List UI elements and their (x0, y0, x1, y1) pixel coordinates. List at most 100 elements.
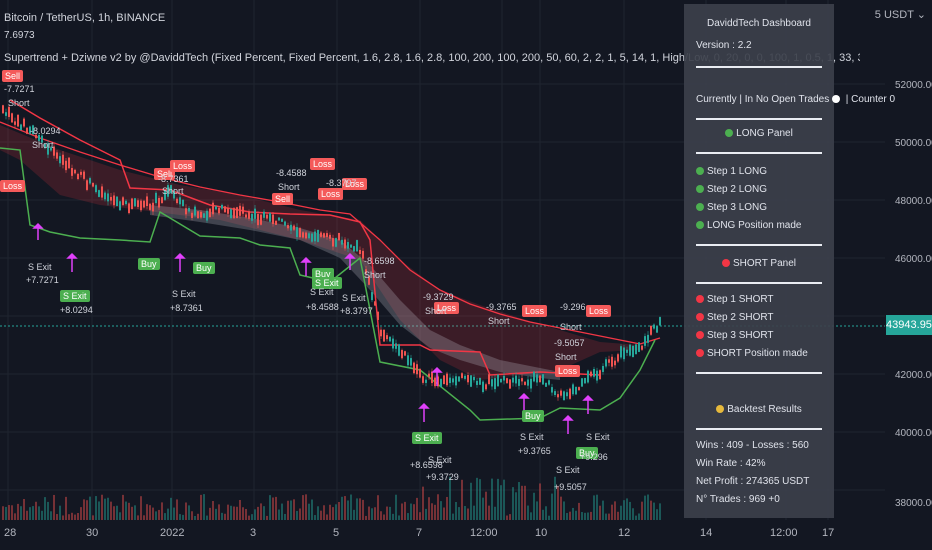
volume-bar (605, 513, 607, 520)
loss-signal[interactable]: Loss (170, 160, 196, 172)
volume-bar (248, 515, 250, 520)
indicator-legend[interactable]: Supertrend + Dziwne v2 by @DaviddTech (F… (4, 52, 860, 64)
current-price-label: 43943.95 (886, 315, 932, 335)
exit-signal[interactable]: S Exit (60, 290, 90, 302)
green-dot-icon (725, 129, 734, 137)
candle-body (407, 355, 409, 366)
candle-body (284, 221, 286, 226)
buy-signal[interactable]: Buy (576, 447, 598, 459)
symbol-title[interactable]: Bitcoin / TetherUS, 1h, BINANCE (4, 12, 166, 24)
candle-body (524, 381, 526, 385)
volume-bar (146, 504, 148, 520)
candle-body (185, 208, 187, 215)
candle-body (287, 225, 289, 229)
trade-count: N° Trades : 969 +0 (696, 494, 780, 505)
volume-bar (488, 505, 490, 520)
loss-signal[interactable]: Loss (310, 158, 336, 170)
candle-body (557, 394, 559, 398)
candle-body (428, 373, 430, 377)
loss-signal[interactable]: Loss (522, 305, 548, 317)
loss-signal[interactable]: Loss (318, 188, 344, 200)
candle-body (116, 196, 118, 207)
trade-value: -8.0294 (30, 126, 61, 136)
candle-body (152, 202, 154, 212)
volume-bar (26, 510, 28, 520)
exit-signal[interactable]: S Exit (312, 277, 342, 289)
price-tick: 48000.00 (895, 196, 932, 207)
candle-body (533, 371, 535, 382)
candle-body (11, 113, 13, 123)
candle-body (146, 196, 148, 207)
supertrend-up (0, 147, 656, 421)
candle-body (5, 112, 7, 116)
candle-body (545, 382, 547, 387)
candle-body (317, 229, 319, 242)
candle-body (509, 379, 511, 389)
divider (696, 66, 822, 68)
chevron-down-icon[interactable]: ⌄ (916, 9, 926, 21)
loss-signal[interactable]: Loss (586, 305, 612, 317)
candle-body (302, 232, 304, 238)
short-label: Short (488, 316, 510, 326)
volume-bar (2, 506, 4, 520)
candle-body (653, 324, 655, 329)
volume-bar (614, 501, 616, 520)
volume-bar (659, 503, 661, 520)
sell-signal[interactable]: Sell (2, 70, 24, 82)
price-tick: 52000.00 (895, 80, 932, 91)
volume-bar (557, 485, 559, 520)
current-status-label: Currently | In No Open Trades (696, 94, 830, 105)
candle-body (200, 211, 202, 218)
candle-body (365, 269, 367, 274)
volume-bar (254, 509, 256, 520)
wins-losses: Wins : 409 - Losses : 560 (696, 440, 809, 451)
price-tick: 38000.00 (895, 498, 932, 509)
loss-signal[interactable]: Loss (0, 180, 26, 192)
volume-bar (98, 501, 100, 520)
candle-body (503, 375, 505, 381)
sell-signal[interactable]: Sell (154, 168, 176, 180)
loss-signal[interactable]: Loss (555, 365, 581, 377)
buy-signal[interactable]: Buy (138, 258, 160, 270)
buy-signal[interactable]: Buy (522, 410, 544, 422)
volume-bar (539, 483, 541, 520)
supertrend-down (9, 99, 601, 376)
volume-bar (50, 511, 52, 520)
volume-bar (191, 511, 193, 520)
candle-body (179, 197, 181, 205)
volume-bar (515, 492, 517, 520)
buy-signal[interactable]: Buy (193, 262, 215, 274)
s-exit-label: S Exit (342, 293, 366, 303)
volume-bar (650, 500, 652, 520)
red-dot-icon (696, 313, 704, 321)
volume-bar (53, 494, 55, 520)
candle-body (32, 125, 34, 135)
sell-signal[interactable]: Sell (272, 193, 294, 205)
candle-body (644, 336, 646, 346)
loss-signal[interactable]: Loss (434, 302, 460, 314)
candle-body (515, 375, 517, 384)
quantity-readout: 5 USDT ⌄ (875, 8, 926, 21)
loss-signal[interactable]: Loss (342, 178, 368, 190)
volume-bar (77, 512, 79, 520)
green-dot-icon (696, 221, 704, 229)
volume-bar (584, 512, 586, 520)
short-label: Short (162, 186, 184, 196)
candle-body (119, 201, 121, 211)
volume-bar (134, 505, 136, 520)
volume-bar (47, 501, 49, 520)
trade-value: -7.7271 (4, 84, 35, 94)
volume-bar (11, 505, 13, 520)
volume-bar (629, 501, 631, 520)
candle-body (164, 190, 166, 200)
candle-body (314, 231, 316, 242)
candle-body (2, 105, 4, 114)
candle-body (494, 378, 496, 390)
volume-bar (464, 506, 466, 520)
candle-body (497, 374, 499, 387)
candle-body (197, 211, 199, 219)
candle-body (20, 124, 22, 130)
exit-signal[interactable]: S Exit (412, 432, 442, 444)
